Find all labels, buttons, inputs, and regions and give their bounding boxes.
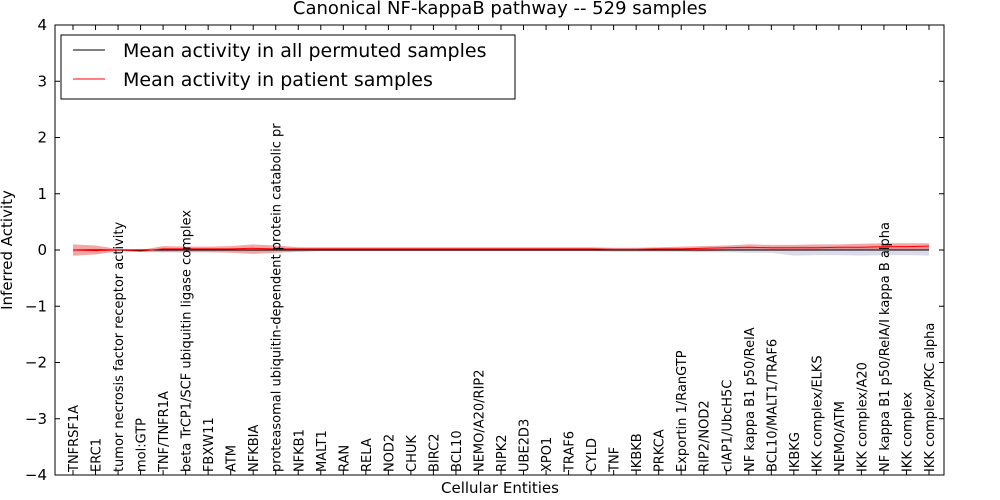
x-category-label: tumor necrosis factor receptor activity xyxy=(112,222,127,473)
x-axis-title: Cellular Entities xyxy=(441,479,559,497)
y-tick-label: 2 xyxy=(37,129,47,147)
x-category-label: NFKB1 xyxy=(292,429,307,472)
x-category-label: NEMO/ATM xyxy=(833,401,848,472)
x-category-label: CYLD xyxy=(585,438,600,472)
x-category-label: RAN xyxy=(337,445,352,472)
patient-variance-band xyxy=(73,243,929,256)
x-category-label: proteasomal ubiquitin-dependent protein … xyxy=(270,123,285,472)
x-category-label: NFKBIA xyxy=(247,425,262,472)
y-tick-label: −2 xyxy=(25,354,47,372)
x-category-label: TNF/TNFR1A xyxy=(157,391,172,473)
x-category-label: BIRC2 xyxy=(427,433,442,472)
x-category-label: UBE2D3 xyxy=(518,419,533,472)
x-category-label: NOD2 xyxy=(382,434,397,472)
legend-label-permuted: Mean activity in all permuted samples xyxy=(123,40,486,62)
x-category-label: mol:GTP xyxy=(135,418,150,472)
x-category-label: IKBKG xyxy=(788,432,803,472)
x-category-label: NF kappa B1 p50/RelA xyxy=(743,327,758,472)
x-category-label: IKK complex/A20 xyxy=(855,362,870,472)
legend-label-patient: Mean activity in patient samples xyxy=(123,69,433,91)
legend-box xyxy=(60,34,516,100)
x-category-label: IKK complex/ELKS xyxy=(810,355,825,472)
x-category-label: NEMO/A20/RIP2 xyxy=(473,369,488,472)
x-category-label: IKBKB xyxy=(630,433,645,472)
x-category-label: IKK complex xyxy=(901,392,916,472)
x-category-label: NF kappa B1 p50/RelA/I kappa B alpha xyxy=(878,222,893,472)
y-tick-label: 0 xyxy=(37,241,47,259)
x-category-label: TRAF6 xyxy=(563,431,578,473)
x-category-label: cIAP1/UbcH5C xyxy=(720,380,735,472)
x-category-label: ATM xyxy=(225,445,240,472)
x-category-label: XPO1 xyxy=(540,437,555,472)
y-tick-label: 4 xyxy=(37,16,47,34)
y-tick-label: −3 xyxy=(25,410,47,428)
x-category-label: BCL10 xyxy=(450,430,465,472)
plot-area: −4 −3 −2 −1 0 1 2 3 4 TNFRSF1A ERC1 tumor necrosis … xyxy=(25,16,945,484)
permuted-variance-band xyxy=(73,246,929,256)
x-category-label: TNF xyxy=(608,447,623,473)
x-category-label: CHUK xyxy=(405,435,420,472)
chart-title: Canonical NF-kappaB pathway -- 529 sampl… xyxy=(293,0,707,19)
x-category-label: RIPK2 xyxy=(495,434,510,472)
y-tick-label: 3 xyxy=(37,72,47,90)
x-category-label: FBXW11 xyxy=(202,417,217,472)
x-category-label: ERC1 xyxy=(90,438,105,472)
x-category-label: TNFRSF1A xyxy=(67,405,82,473)
x-category-label: beta TrCP1/SCF ubiquitin ligase complex xyxy=(180,210,195,472)
x-category-label: PRKCA xyxy=(653,429,668,472)
y-axis-title: Inferred Activity xyxy=(0,190,16,310)
x-category-label: BCL10/MALT1/TRAF6 xyxy=(765,339,780,472)
x-category-label: RELA xyxy=(360,438,375,472)
legend: Mean activity in all permuted samples Me… xyxy=(60,34,516,100)
patient-mean-line xyxy=(72,245,930,252)
x-category-label: RIP2/NOD2 xyxy=(698,400,713,472)
x-category-label: Exportin 1/RanGTP xyxy=(675,350,690,472)
y-tick-label: −4 xyxy=(25,466,47,484)
y-tick-label: 1 xyxy=(37,185,47,203)
x-category-label: IKK complex/PKC alpha xyxy=(923,323,938,472)
y-tick-label: −1 xyxy=(25,297,47,315)
x-category-label: MALT1 xyxy=(315,430,330,472)
